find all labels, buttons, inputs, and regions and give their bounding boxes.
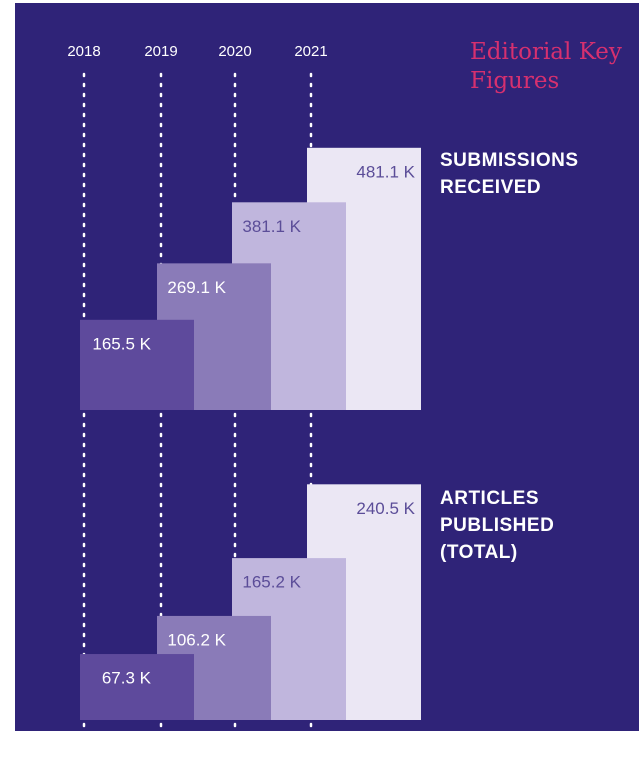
year-label: 2018	[67, 43, 100, 60]
value-label: 165.5 K	[92, 334, 151, 353]
year-label: 2019	[144, 43, 177, 60]
page-title: Editorial Key Figures	[470, 39, 622, 94]
value-label: 481.1 K	[356, 162, 415, 181]
chart-title: SUBMISSIONS RECEIVED	[440, 150, 579, 198]
value-label: 240.5 K	[356, 499, 415, 518]
value-label: 67.3 K	[102, 669, 152, 688]
chart-title: ARTICLES PUBLISHED (TOTAL)	[440, 488, 555, 563]
year-label: 2021	[294, 43, 327, 60]
value-label: 106.2 K	[167, 630, 226, 649]
year-label: 2020	[218, 43, 251, 60]
value-label: 381.1 K	[242, 217, 301, 236]
bar	[80, 319, 194, 410]
bar	[80, 654, 194, 720]
value-label: 165.2 K	[242, 573, 301, 592]
value-label: 269.1 K	[167, 278, 226, 297]
